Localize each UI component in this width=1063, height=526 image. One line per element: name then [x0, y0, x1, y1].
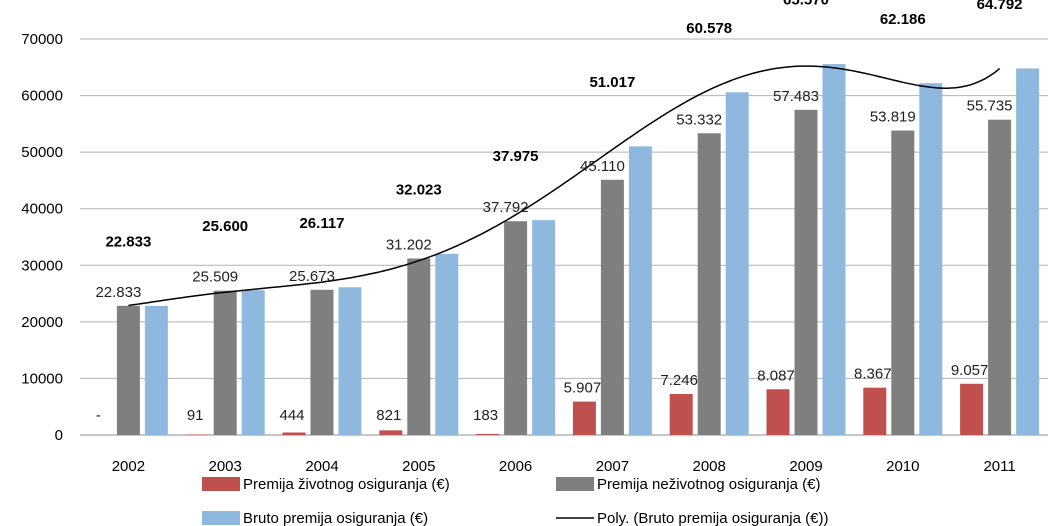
y-tick-label: 70000 [21, 31, 63, 48]
bar [338, 287, 362, 435]
data-label: 25.673 [289, 268, 335, 285]
legend-label-life: Premija životnog osiguranja (€) [243, 476, 450, 493]
data-label: 37.792 [483, 199, 529, 216]
x-tick-label: 2008 [693, 458, 726, 475]
legend-label-nonlife: Premija neživotnog osiguranja (€) [597, 476, 820, 493]
data-label: 5.907 [564, 380, 602, 397]
x-tick-label: 2007 [596, 458, 629, 475]
bar [600, 179, 624, 435]
legend-swatch-gross [202, 511, 240, 525]
bar [628, 146, 652, 436]
trendline-curve [128, 65, 1001, 307]
legend-swatch-nonlife [556, 477, 594, 491]
y-tick-label: 0 [55, 427, 63, 444]
bar [669, 394, 693, 435]
data-label: 91 [187, 407, 204, 424]
data-label: 53.332 [676, 111, 722, 128]
data-label-total: 22.833 [105, 233, 151, 250]
data-label-total: 32.023 [396, 181, 442, 198]
data-label: 9.057 [951, 362, 989, 379]
bar [532, 220, 556, 435]
y-tick-label: 50000 [21, 144, 63, 161]
y-tick-label: 30000 [21, 257, 63, 274]
bar [988, 119, 1012, 435]
y-tick-label: 20000 [21, 314, 63, 331]
data-label: 183 [473, 407, 498, 424]
bar [919, 83, 943, 435]
bar [697, 133, 721, 435]
bar [213, 290, 237, 435]
y-tick-label: 10000 [21, 370, 63, 387]
data-label: - [96, 407, 101, 424]
x-tick-label: 2002 [112, 458, 145, 475]
bar [185, 434, 209, 435]
bar [766, 389, 790, 435]
bar [960, 383, 984, 435]
data-label-total: 51.017 [589, 74, 635, 91]
data-labels: - 91 444 821 183 5.907 7.246 8.087 8.367 9.057 22.… [95, 0, 1022, 424]
x-tick-label: 2006 [499, 458, 532, 475]
bar [572, 401, 596, 435]
data-label-total: 65.570 [783, 0, 829, 9]
bar [725, 92, 749, 435]
data-label: 821 [376, 407, 401, 424]
y-tick-label: 40000 [21, 201, 63, 218]
legend-label-gross: Bruto premija osiguranja (€) [243, 510, 428, 526]
legend-swatch-life [202, 477, 240, 491]
data-label: 25.509 [192, 269, 238, 286]
data-label: 53.819 [870, 109, 916, 126]
x-axis-tick-labels: 2002 2003 2004 2005 2006 2007 2008 2009 2010 2011 [112, 458, 1016, 475]
bar [504, 221, 528, 435]
data-label-total: 25.600 [202, 218, 248, 235]
bar [822, 64, 846, 435]
bar [310, 289, 334, 435]
data-label: 8.087 [757, 367, 795, 384]
bars [116, 64, 1040, 436]
trendline [128, 65, 1001, 307]
data-label: 55.735 [967, 98, 1013, 115]
data-label-total: 37.975 [493, 148, 539, 165]
data-label: 7.246 [660, 372, 698, 389]
legend-label-trendline: Poly. (Bruto premija osiguranja (€)) [597, 510, 828, 526]
x-tick-label: 2005 [402, 458, 435, 475]
data-label: 45.110 [580, 158, 625, 175]
data-label-total: 62.186 [880, 11, 926, 28]
bar [282, 432, 306, 435]
x-tick-label: 2003 [209, 458, 242, 475]
gridlines [80, 38, 1048, 436]
bar [144, 305, 168, 435]
bar [1016, 68, 1040, 435]
data-label: 22.833 [95, 284, 141, 301]
bar [794, 109, 818, 435]
data-label-total: 60.578 [686, 20, 732, 37]
bar [116, 305, 140, 435]
x-tick-label: 2010 [886, 458, 919, 475]
bar [379, 430, 403, 435]
bar [241, 290, 265, 435]
y-axis-tick-labels: 0 10000 20000 30000 40000 50000 60000 70000 [21, 31, 63, 444]
y-tick-label: 60000 [21, 88, 63, 105]
x-tick-label: 2009 [789, 458, 822, 475]
bar [407, 258, 431, 435]
x-tick-label: 2004 [305, 458, 338, 475]
legend: Premija životnog osiguranja (€) Premija … [202, 476, 828, 526]
x-tick-label: 2011 [983, 458, 1015, 475]
data-label: 444 [279, 407, 304, 424]
bar [891, 130, 915, 436]
data-label: 57.483 [773, 88, 819, 105]
bar [435, 253, 459, 435]
data-label-total: 26.117 [299, 215, 344, 232]
bar [476, 433, 500, 435]
data-label-total: 64.792 [977, 0, 1023, 13]
data-label: 8.367 [854, 366, 892, 383]
bar [863, 387, 887, 435]
data-label: 31.202 [386, 236, 432, 253]
